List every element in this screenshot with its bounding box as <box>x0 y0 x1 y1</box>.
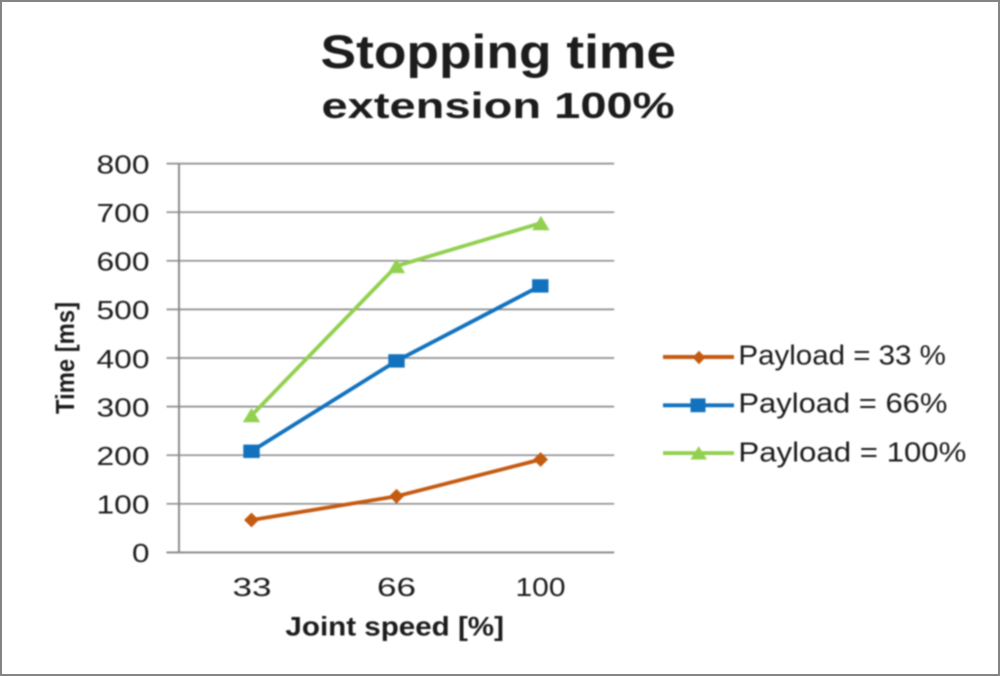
svg-text:Payload = 100%: Payload = 100% <box>738 436 966 467</box>
svg-text:Payload = 33 %: Payload = 33 % <box>738 340 946 371</box>
svg-text:66: 66 <box>377 572 416 602</box>
svg-text:600: 600 <box>97 247 150 277</box>
svg-text:700: 700 <box>97 198 150 228</box>
svg-text:Time [ms]: Time [ms] <box>50 302 80 414</box>
svg-text:extension 100%: extension 100% <box>322 85 675 126</box>
svg-text:300: 300 <box>97 392 150 422</box>
svg-text:200: 200 <box>97 441 150 471</box>
svg-text:33: 33 <box>233 572 272 602</box>
svg-text:0: 0 <box>132 538 150 568</box>
svg-text:400: 400 <box>97 344 150 374</box>
svg-text:100: 100 <box>97 490 150 520</box>
svg-text:800: 800 <box>97 149 150 179</box>
svg-text:100: 100 <box>516 572 566 602</box>
svg-text:Stopping time: Stopping time <box>321 25 677 78</box>
svg-text:Payload = 66%: Payload = 66% <box>738 388 947 419</box>
svg-text:500: 500 <box>97 295 150 325</box>
svg-text:Joint speed [%]: Joint speed [%] <box>285 612 504 642</box>
